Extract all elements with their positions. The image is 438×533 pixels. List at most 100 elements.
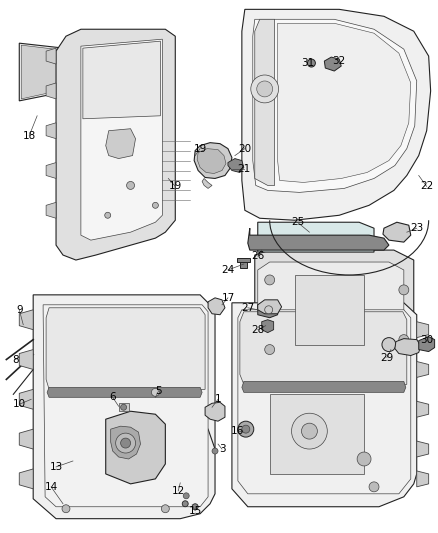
Circle shape <box>369 482 379 492</box>
Text: 10: 10 <box>13 399 26 409</box>
Circle shape <box>120 404 127 410</box>
Circle shape <box>301 423 318 439</box>
Text: 32: 32 <box>332 56 346 66</box>
Polygon shape <box>240 258 247 268</box>
Polygon shape <box>248 228 389 250</box>
Text: 22: 22 <box>420 181 433 191</box>
Text: 28: 28 <box>251 325 265 335</box>
Text: 29: 29 <box>380 352 394 362</box>
Polygon shape <box>56 29 175 260</box>
Text: 30: 30 <box>420 335 433 345</box>
Circle shape <box>265 306 273 314</box>
Text: 6: 6 <box>110 392 116 402</box>
Text: 26: 26 <box>251 251 265 261</box>
Text: 20: 20 <box>238 143 251 154</box>
Polygon shape <box>19 389 33 409</box>
Polygon shape <box>119 403 129 411</box>
Text: 21: 21 <box>237 164 251 174</box>
Polygon shape <box>47 387 202 397</box>
Text: 23: 23 <box>410 223 424 233</box>
Polygon shape <box>417 441 429 457</box>
Polygon shape <box>238 310 411 494</box>
Circle shape <box>257 81 273 97</box>
Polygon shape <box>21 45 71 99</box>
Text: 15: 15 <box>188 506 202 516</box>
Polygon shape <box>253 19 417 192</box>
Polygon shape <box>258 300 282 314</box>
Circle shape <box>105 212 111 218</box>
Circle shape <box>161 505 170 513</box>
Polygon shape <box>395 338 421 356</box>
Polygon shape <box>81 39 162 240</box>
Polygon shape <box>262 320 274 333</box>
Circle shape <box>183 493 189 499</box>
Polygon shape <box>46 123 56 139</box>
Polygon shape <box>258 262 404 365</box>
Polygon shape <box>232 303 417 507</box>
Polygon shape <box>258 222 374 252</box>
Text: 12: 12 <box>172 486 185 496</box>
Polygon shape <box>46 163 56 179</box>
Circle shape <box>357 452 371 466</box>
Circle shape <box>251 75 279 103</box>
Text: 17: 17 <box>221 293 235 303</box>
Polygon shape <box>417 361 429 377</box>
Text: 9: 9 <box>16 305 23 315</box>
Polygon shape <box>417 471 429 487</box>
Text: 8: 8 <box>12 354 18 365</box>
Polygon shape <box>240 312 407 384</box>
Circle shape <box>62 505 70 513</box>
Polygon shape <box>202 179 212 188</box>
Polygon shape <box>19 43 73 101</box>
Polygon shape <box>255 250 414 375</box>
Polygon shape <box>205 402 225 421</box>
Text: 5: 5 <box>155 386 162 397</box>
Polygon shape <box>106 411 165 484</box>
Circle shape <box>238 421 254 437</box>
Polygon shape <box>83 41 160 119</box>
Text: 3: 3 <box>219 444 225 454</box>
Text: 14: 14 <box>44 482 58 492</box>
Text: 31: 31 <box>301 58 314 68</box>
Polygon shape <box>258 302 278 318</box>
Polygon shape <box>197 149 226 173</box>
Polygon shape <box>19 350 33 369</box>
Polygon shape <box>46 48 56 64</box>
Polygon shape <box>19 469 33 489</box>
Circle shape <box>152 203 159 208</box>
Polygon shape <box>228 158 244 173</box>
Polygon shape <box>43 305 208 507</box>
Circle shape <box>127 181 134 189</box>
Polygon shape <box>33 295 215 519</box>
Circle shape <box>292 413 327 449</box>
Polygon shape <box>208 298 225 315</box>
Polygon shape <box>194 143 232 179</box>
Polygon shape <box>19 429 33 449</box>
Text: 13: 13 <box>49 462 63 472</box>
Text: 16: 16 <box>231 426 244 436</box>
Polygon shape <box>46 83 56 99</box>
Text: 1: 1 <box>215 394 221 405</box>
Polygon shape <box>111 426 141 459</box>
Polygon shape <box>237 258 250 262</box>
Circle shape <box>116 433 135 453</box>
Text: 18: 18 <box>23 131 36 141</box>
Polygon shape <box>46 308 205 389</box>
Polygon shape <box>383 222 411 242</box>
Polygon shape <box>255 19 275 185</box>
Circle shape <box>192 504 198 510</box>
Circle shape <box>307 59 315 67</box>
Circle shape <box>152 389 159 397</box>
Polygon shape <box>270 394 364 474</box>
Polygon shape <box>278 23 411 182</box>
Circle shape <box>242 425 250 433</box>
Polygon shape <box>324 57 341 71</box>
Circle shape <box>265 275 275 285</box>
Text: 24: 24 <box>221 265 235 275</box>
Polygon shape <box>106 129 135 158</box>
Circle shape <box>265 345 275 354</box>
Polygon shape <box>19 310 33 330</box>
Text: 19: 19 <box>169 181 182 191</box>
Circle shape <box>382 337 396 352</box>
Text: 27: 27 <box>241 303 254 313</box>
